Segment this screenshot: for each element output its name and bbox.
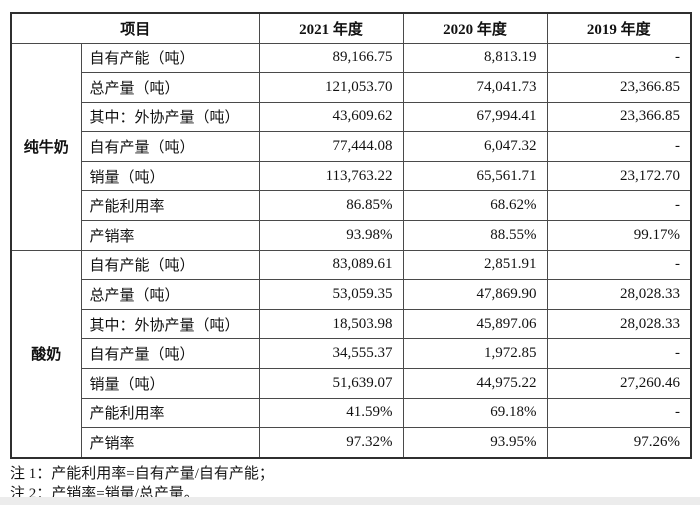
value-2021: 41.59% (258, 397, 404, 429)
value-2020: 69.18% (402, 397, 548, 429)
value-2021: 51,639.07 (258, 368, 404, 399)
table-row: 销量（吨） 113,763.22 65,561.71 23,172.70 (11, 160, 692, 192)
table-row: 自有产量（吨） 34,555.37 1,972.85 - (11, 338, 692, 370)
value-2019: 97.26% (546, 427, 692, 459)
table-row: 其中：外协产量（吨） 43,609.62 67,994.41 23,366.85 (11, 101, 692, 133)
value-2021: 43,609.62 (258, 101, 404, 133)
header-2019: 2019 年度 (546, 12, 692, 44)
group-label-pure-milk: 纯牛奶 (10, 42, 82, 251)
row-label: 其中：外协产量（吨） (80, 101, 260, 133)
row-label: 产能利用率 (80, 190, 260, 222)
value-2020: 47,869.90 (402, 279, 548, 310)
bottom-edge-strip (0, 497, 700, 505)
value-2020: 67,994.41 (402, 101, 548, 133)
production-sales-table: 项目 2021 年度 2020 年度 2019 年度 纯牛奶 自有产能（吨） 8… (10, 12, 693, 459)
value-2021: 53,059.35 (258, 279, 404, 310)
value-2021: 89,166.75 (258, 42, 404, 74)
table-row: 销量（吨） 51,639.07 44,975.22 27,260.46 (11, 368, 692, 399)
table-row: 产销率 97.32% 93.95% 97.26% (11, 427, 692, 459)
table-row: 总产量（吨） 53,059.35 47,869.90 28,028.33 (11, 279, 692, 310)
value-2019: 23,366.85 (546, 72, 692, 103)
row-label: 产销率 (80, 427, 260, 459)
value-2019: - (546, 397, 692, 429)
row-label: 销量（吨） (80, 160, 260, 192)
row-label: 产销率 (80, 220, 260, 251)
value-2019: - (546, 131, 692, 162)
table-row: 产销率 93.98% 88.55% 99.17% (11, 220, 692, 251)
value-2021: 93.98% (258, 220, 404, 251)
value-2020: 68.62% (402, 190, 548, 222)
value-2020: 1,972.85 (402, 338, 548, 370)
value-2020: 2,851.91 (402, 249, 548, 281)
value-2019: 23,366.85 (546, 101, 692, 133)
value-2019: - (546, 42, 692, 74)
row-label: 总产量（吨） (80, 72, 260, 103)
value-2021: 77,444.08 (258, 131, 404, 162)
footnote-1: 注 1：产能利用率=自有产量/自有产能； (10, 466, 274, 482)
value-2021: 34,555.37 (258, 338, 404, 370)
row-label: 自有产能（吨） (80, 249, 260, 281)
value-2019: 28,028.33 (546, 279, 692, 310)
production-sales-table-wrap: 项目 2021 年度 2020 年度 2019 年度 纯牛奶 自有产能（吨） 8… (10, 12, 693, 459)
row-label: 其中：外协产量（吨） (80, 308, 260, 340)
value-2020: 65,561.71 (402, 160, 548, 192)
value-2020: 88.55% (402, 220, 548, 251)
value-2021: 18,503.98 (258, 308, 404, 340)
row-label: 自有产量（吨） (80, 131, 260, 162)
value-2021: 83,089.61 (258, 249, 404, 281)
value-2019: 28,028.33 (546, 308, 692, 340)
header-2020: 2020 年度 (402, 12, 548, 44)
value-2021: 97.32% (258, 427, 404, 459)
value-2021: 113,763.22 (258, 160, 404, 192)
header-2021: 2021 年度 (258, 12, 404, 44)
value-2019: - (546, 338, 692, 370)
value-2020: 74,041.73 (402, 72, 548, 103)
value-2020: 6,047.32 (402, 131, 548, 162)
table-row: 酸奶 自有产能（吨） 83,089.61 2,851.91 - (10, 249, 692, 459)
value-2019: 99.17% (546, 220, 692, 251)
table-row: 产能利用率 86.85% 68.62% - (11, 190, 692, 222)
value-2019: 27,260.46 (546, 368, 692, 399)
value-2021: 121,053.70 (258, 72, 404, 103)
table-row: 自有产量（吨） 77,444.08 6,047.32 - (11, 131, 692, 162)
row-label: 销量（吨） (80, 368, 260, 399)
value-2021: 86.85% (258, 190, 404, 222)
table-row: 纯牛奶 自有产能（吨） 89,166.75 8,813.19 - (10, 42, 692, 251)
table-row: 总产量（吨） 121,053.70 74,041.73 23,366.85 (11, 72, 692, 103)
value-2019: 23,172.70 (546, 160, 692, 192)
value-2020: 93.95% (402, 427, 548, 459)
row-label: 产能利用率 (80, 397, 260, 429)
group-label-yogurt: 酸奶 (10, 249, 82, 459)
row-label: 自有产量（吨） (80, 338, 260, 370)
table-row: 产能利用率 41.59% 69.18% - (11, 397, 692, 429)
row-label: 总产量（吨） (80, 279, 260, 310)
value-2020: 45,897.06 (402, 308, 548, 340)
header-item: 项目 (10, 12, 260, 44)
value-2019: - (546, 249, 692, 281)
value-2019: - (546, 190, 692, 222)
table-row: 其中：外协产量（吨） 18,503.98 45,897.06 28,028.33 (11, 308, 692, 340)
header-row: 项目 2021 年度 2020 年度 2019 年度 (10, 12, 692, 44)
value-2020: 44,975.22 (402, 368, 548, 399)
row-label: 自有产能（吨） (80, 42, 260, 74)
value-2020: 8,813.19 (402, 42, 548, 74)
